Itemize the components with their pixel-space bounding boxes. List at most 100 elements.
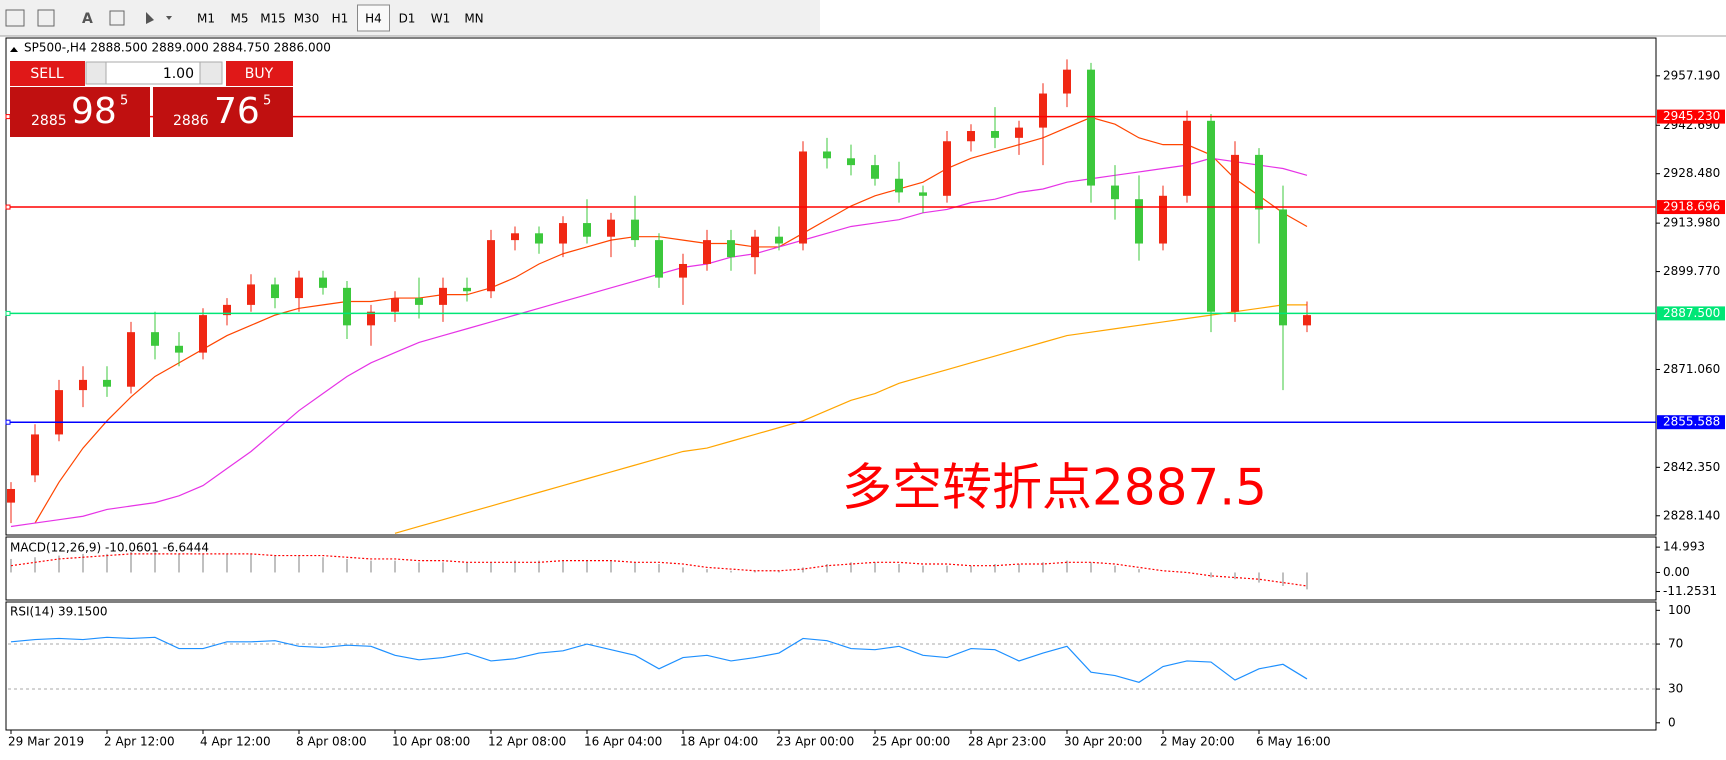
candle-body [1159,195,1167,244]
candle-body [1063,69,1071,94]
main-plot-frame [5,37,1657,536]
candle-body [319,277,327,288]
timeframe-label: M15 [260,12,286,26]
ask-box[interactable] [153,87,293,137]
macd-title: MACD(12,26,9) -10.0601 -6.6444 [10,541,209,555]
x-tick-label: 18 Apr 04:00 [680,735,758,749]
tool-icons: A [5,9,172,27]
sell-button[interactable] [10,61,85,86]
x-tick-label: 8 Apr 08:00 [296,735,367,749]
candle-body [199,315,207,353]
candle-body [7,488,15,503]
timeframe-label: MN [464,12,483,26]
level-label-box [1657,109,1725,124]
timeframe-label: M30 [294,12,320,26]
timeframe-label: M5 [231,12,249,26]
candle-body [415,298,423,305]
candle-body [103,379,111,387]
candle-body [391,298,399,312]
candle-body [1279,209,1287,326]
candle-body [343,287,351,326]
y-tick-label: 2913.980 [1663,216,1720,230]
candle-body [463,287,471,292]
candle-body [583,223,591,237]
candle-body [655,240,663,278]
candle-body [1111,185,1119,200]
timeframe-label: D1 [399,12,416,26]
y-tick-label: 100 [1668,603,1691,617]
x-tick-label: 2 May 20:00 [1160,735,1235,749]
x-tick-label: 4 Apr 12:00 [200,735,271,749]
buy-button[interactable] [226,61,293,86]
candle-body [1015,127,1023,138]
trade-panel: SELL 1.00 BUY 2885 98 5 2886 76 5 [10,61,293,137]
candle-body [1255,154,1263,210]
candle-body [247,284,255,305]
candle-body [1039,93,1047,128]
level-label-box [1657,415,1725,430]
chart-title: SP500-,H4 2888.500 2889.000 2884.750 288… [24,41,331,55]
candle-body [967,131,975,142]
candle-body [295,277,303,299]
candle-body [703,240,711,264]
y-tick-label: 2957.190 [1663,68,1720,82]
candle-body [1231,154,1239,312]
lot-down[interactable] [85,61,107,85]
buy-label: BUY [245,66,274,82]
bid-small: 5 [120,94,128,109]
x-tick-label: 30 Apr 20:00 [1064,735,1142,749]
ask-small: 5 [263,94,271,109]
candle-body [1135,199,1143,244]
ask-main: 76 [214,91,260,132]
bid-main: 98 [71,91,117,132]
level-label: 2945.230 [1663,109,1720,123]
candle-body [271,284,279,299]
y-tick-label: 2928.480 [1663,166,1720,180]
y-tick-label: 2842.350 [1663,460,1720,474]
collapse-icon [10,47,18,52]
candle-body [823,151,831,159]
macd-frame [5,536,1657,601]
candle-body [55,390,63,435]
candle-body [1207,120,1215,312]
timeframe-label: H4 [365,12,382,26]
x-tick-label: 23 Apr 00:00 [776,735,854,749]
y-tick-label: 30 [1668,682,1683,696]
candle-body [559,223,567,244]
lot-up[interactable] [199,61,223,85]
moving-average [394,304,1307,534]
candle-body [1183,120,1191,196]
svg-text:A: A [82,11,93,27]
x-tick-label: 2 Apr 12:00 [104,735,175,749]
candle-body [727,240,735,258]
x-tick-label: 16 Apr 04:00 [584,735,662,749]
sell-label: SELL [30,66,64,82]
y-tick-label: 2871.060 [1663,362,1720,376]
timeframe-label: H1 [332,12,349,26]
candle-body [871,165,879,179]
timeframe-button[interactable] [357,4,390,32]
candle-body [943,141,951,196]
candle-body [847,158,855,166]
y-tick-label: 0.00 [1663,565,1690,579]
bid-box[interactable] [10,87,150,137]
level-handle [5,310,11,316]
level-label: 2918.696 [1663,200,1720,214]
annotation: 多空转折点2887.5 [842,459,1267,517]
y-tick-label: 2828.140 [1663,508,1720,522]
x-tick-label: 12 Apr 08:00 [488,735,566,749]
candle-body [919,192,927,196]
rsi-title: RSI(14) 39.1500 [10,605,108,619]
x-tick-label: 29 Mar 2019 [8,735,84,749]
candle-body [175,345,183,353]
x-tick-label: 25 Apr 00:00 [872,735,950,749]
level-handle [5,419,11,425]
level-label: 2855.588 [1663,415,1720,429]
candle-body [511,233,519,241]
x-tick-label: 6 May 16:00 [1256,735,1331,749]
rsi-line [10,636,1308,683]
level-handle [5,114,11,120]
level-label: 2887.500 [1663,306,1720,320]
y-tick-label: 0 [1668,715,1676,729]
